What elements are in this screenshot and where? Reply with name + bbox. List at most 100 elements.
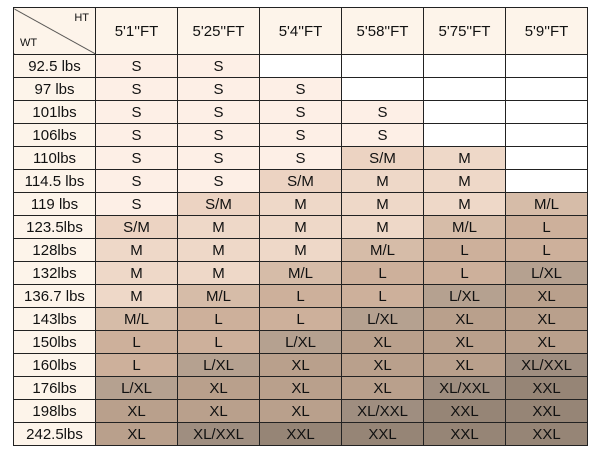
size-cell: M	[259, 192, 342, 216]
size-cell	[259, 54, 342, 78]
weight-cell: 150lbs	[13, 330, 96, 354]
table-row: 132lbs M M M/L L L L/XL	[13, 261, 588, 285]
size-cell	[505, 169, 588, 193]
size-cell: S	[259, 146, 342, 170]
size-cell: M	[95, 284, 178, 308]
size-cell: L	[423, 238, 506, 262]
weight-cell: 143lbs	[13, 307, 96, 331]
size-cell: XL/XXL	[177, 422, 260, 446]
size-cell: S	[177, 146, 260, 170]
table-row: 143lbs M/L L L L/XL XL XL	[13, 307, 588, 331]
size-cell	[505, 123, 588, 147]
size-cell	[505, 77, 588, 101]
table-row: 106lbs S S S S	[13, 123, 588, 147]
size-cell: XL	[505, 330, 588, 354]
table-row: 136.7 lbs M M/L L L L/XL XL	[13, 284, 588, 308]
size-cell: L	[423, 261, 506, 285]
table-row: 119 lbs S S/M M M M M/L	[13, 192, 588, 216]
weight-cell: 160lbs	[13, 353, 96, 377]
size-cell: S	[341, 100, 424, 124]
size-cell: XL	[177, 399, 260, 423]
size-cell: L	[177, 330, 260, 354]
size-cell: XXL	[423, 399, 506, 423]
size-cell: M	[341, 192, 424, 216]
corner-cell: HT WT	[13, 7, 96, 55]
size-cell: XL	[177, 376, 260, 400]
size-cell: S	[95, 146, 178, 170]
size-cell	[423, 77, 506, 101]
corner-labels: HT WT	[14, 8, 95, 54]
height-header: 5'4''FT	[259, 7, 342, 55]
size-cell: L/XL	[423, 284, 506, 308]
size-cell: XL	[341, 330, 424, 354]
weight-cell: 123.5lbs	[13, 215, 96, 239]
size-cell: M	[423, 192, 506, 216]
weight-cell: 119 lbs	[13, 192, 96, 216]
size-cell: S/M	[177, 192, 260, 216]
height-header: 5'75''FT	[423, 7, 506, 55]
size-cell: XL	[423, 353, 506, 377]
size-cell: M	[95, 261, 178, 285]
size-cell: S	[95, 100, 178, 124]
size-cell: XL	[95, 399, 178, 423]
size-cell	[341, 54, 424, 78]
size-cell: S/M	[95, 215, 178, 239]
size-cell: S	[95, 192, 178, 216]
size-cell: M	[95, 238, 178, 262]
size-cell: S	[95, 77, 178, 101]
size-cell: L	[259, 284, 342, 308]
weight-cell: 92.5 lbs	[13, 54, 96, 78]
weight-cell: 101lbs	[13, 100, 96, 124]
size-cell: S	[259, 100, 342, 124]
weight-cell: 97 lbs	[13, 77, 96, 101]
size-cell: XXL	[423, 422, 506, 446]
size-cell: L/XL	[177, 353, 260, 377]
size-cell: XL	[423, 330, 506, 354]
weight-cell: 242.5lbs	[13, 422, 96, 446]
table-row: 92.5 lbs S S	[13, 54, 588, 78]
size-cell: M/L	[423, 215, 506, 239]
weight-cell: 110lbs	[13, 146, 96, 170]
table-row: 101lbs S S S S	[13, 100, 588, 124]
table-row: 97 lbs S S S	[13, 77, 588, 101]
size-cell: M	[341, 169, 424, 193]
table-row: 123.5lbs S/M M M M M/L L	[13, 215, 588, 239]
size-cell: XL	[259, 353, 342, 377]
size-cell: XL	[505, 307, 588, 331]
weight-cell: 132lbs	[13, 261, 96, 285]
size-cell: M	[177, 215, 260, 239]
size-cell: XXL	[505, 422, 588, 446]
size-cell: L	[259, 307, 342, 331]
size-cell: XXL	[505, 399, 588, 423]
size-cell: M	[177, 261, 260, 285]
size-cell: M	[423, 146, 506, 170]
size-cell: XL	[259, 399, 342, 423]
weight-label: WT	[20, 37, 38, 49]
weight-cell: 136.7 lbs	[13, 284, 96, 308]
size-cell: S/M	[259, 169, 342, 193]
size-cell: XXL	[259, 422, 342, 446]
height-header: 5'1''FT	[95, 7, 178, 55]
size-chart-table: HT WT 5'1''FT 5'25''FT 5'4''FT 5'58''FT 5'75…	[13, 7, 588, 446]
size-cell	[423, 54, 506, 78]
table-row: 242.5lbs XL XL/XXL XXL XXL XXL XXL	[13, 422, 588, 446]
size-cell: XL	[341, 353, 424, 377]
size-cell: M	[259, 215, 342, 239]
size-cell	[505, 54, 588, 78]
size-cell: M	[423, 169, 506, 193]
size-cell: S	[95, 54, 178, 78]
size-cell: XL/XXL	[423, 376, 506, 400]
size-cell: XL/XXL	[505, 353, 588, 377]
size-cell: M/L	[341, 238, 424, 262]
size-cell: M	[341, 215, 424, 239]
weight-cell: 128lbs	[13, 238, 96, 262]
size-cell: L	[95, 330, 178, 354]
table-row: 176lbs L/XL XL XL XL XL/XXL XXL	[13, 376, 588, 400]
weight-cell: 198lbs	[13, 399, 96, 423]
size-cell: S	[95, 123, 178, 147]
size-cell: M	[177, 238, 260, 262]
size-cell: S	[259, 123, 342, 147]
table-row: 110lbs S S S S/M M	[13, 146, 588, 170]
size-cell: L/XL	[341, 307, 424, 331]
height-header: 5'58''FT	[341, 7, 424, 55]
